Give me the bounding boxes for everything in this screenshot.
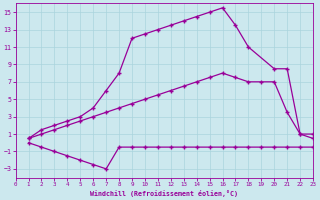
X-axis label: Windchill (Refroidissement éolien,°C): Windchill (Refroidissement éolien,°C) [90, 190, 238, 197]
